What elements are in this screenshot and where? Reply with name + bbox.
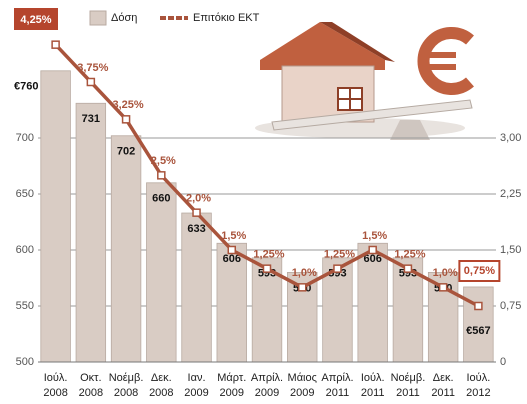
- x-tick-label: 2008: [79, 387, 103, 399]
- rate-value-label: 3,25%: [112, 99, 143, 111]
- bar: [111, 136, 141, 362]
- x-tick-label: Ιούλ.: [361, 372, 385, 384]
- x-tick-label: Δεκ.: [151, 372, 172, 384]
- bar-value-label: 660: [152, 193, 170, 205]
- bar: [41, 71, 71, 362]
- rate-marker: [228, 247, 235, 254]
- rate-marker: [264, 265, 271, 272]
- y-tick-label: 550: [16, 300, 34, 312]
- rate-value-label: 1,25%: [394, 249, 425, 261]
- legend-label: Επιτόκιο ΕΚΤ: [193, 12, 260, 24]
- bar: [182, 213, 212, 362]
- rate-marker: [440, 284, 447, 291]
- legend-swatch: [90, 11, 106, 25]
- rate-marker: [52, 41, 59, 48]
- x-tick-label: 2009: [290, 387, 314, 399]
- rate-value-label: 4,25%: [20, 14, 51, 26]
- x-tick-label: 2009: [255, 387, 279, 399]
- y2-tick-label: 2,25: [500, 188, 521, 200]
- rate-value-label: 0,75%: [464, 265, 495, 277]
- y2-tick-label: 1,50: [500, 244, 521, 256]
- bar: [147, 183, 177, 362]
- x-tick-label: Νοέμβ.: [391, 372, 426, 384]
- y2-tick-label: 0: [500, 356, 506, 368]
- x-tick-label: Οκτ.: [80, 372, 101, 384]
- x-tick-label: 2011: [326, 387, 350, 399]
- y-tick-label: 500: [16, 356, 34, 368]
- rate-marker: [334, 265, 341, 272]
- x-tick-label: 2012: [466, 387, 490, 399]
- bar-value-label: 731: [82, 113, 100, 125]
- x-tick-label: 2008: [114, 387, 138, 399]
- bar-value-label-large: €567: [466, 325, 490, 337]
- bar-value-label: 633: [187, 223, 205, 235]
- x-tick-label: 2011: [431, 387, 455, 399]
- y-tick-label: 700: [16, 132, 34, 144]
- rate-marker: [193, 209, 200, 216]
- y-tick-label: 650: [16, 188, 34, 200]
- house-illustration: [255, 22, 472, 140]
- bar-value-label-large: €760: [14, 81, 38, 93]
- y2-tick-label: 0,75: [500, 300, 521, 312]
- rate-value-label: 1,0%: [433, 267, 458, 279]
- y2-tick-label: 3,00: [500, 132, 521, 144]
- rate-value-label: 1,25%: [324, 249, 355, 261]
- rate-marker: [404, 265, 411, 272]
- rate-value-label: 1,0%: [292, 267, 317, 279]
- legend-label: Δόση: [111, 12, 137, 24]
- x-tick-label: 2011: [396, 387, 420, 399]
- rate-marker: [475, 303, 482, 310]
- x-tick-label: Απρίλ.: [251, 372, 283, 384]
- x-tick-label: Μάιος: [288, 372, 317, 384]
- rate-marker: [299, 284, 306, 291]
- rate-marker: [123, 116, 130, 123]
- rate-marker: [158, 172, 165, 179]
- rate-value-label: 3,75%: [77, 62, 108, 74]
- x-tick-label: 2008: [43, 387, 67, 399]
- rate-marker: [87, 79, 94, 86]
- x-tick-label: 2011: [361, 387, 385, 399]
- x-tick-label: Ιούλ.: [44, 372, 68, 384]
- bar-value-label: 702: [117, 146, 135, 158]
- x-tick-label: Νοέμβ.: [109, 372, 144, 384]
- rate-value-label: 1,5%: [221, 230, 246, 242]
- x-tick-label: 2009: [220, 387, 244, 399]
- bar: [76, 103, 106, 362]
- rate-value-label: 1,5%: [362, 230, 387, 242]
- chart: 500 550 600 650 700 0 0,75 1,50 2,25 3,00 €760 731 7…: [0, 0, 527, 404]
- x-tick-label: Ιούλ.: [467, 372, 491, 384]
- x-tick-label: Ιαν.: [188, 372, 206, 384]
- x-tick-label: 2009: [184, 387, 208, 399]
- x-tick-label: Δεκ.: [433, 372, 454, 384]
- x-tick-label: 2008: [149, 387, 173, 399]
- x-tick-label: Απρίλ.: [321, 372, 353, 384]
- rate-marker: [369, 247, 376, 254]
- x-tick-label: Μάρτ.: [217, 372, 246, 384]
- rate-value-label: 2,0%: [186, 193, 211, 205]
- y-tick-label: 600: [16, 244, 34, 256]
- rate-value-label: 1,25%: [253, 249, 284, 261]
- rate-value-label: 2,5%: [151, 155, 176, 167]
